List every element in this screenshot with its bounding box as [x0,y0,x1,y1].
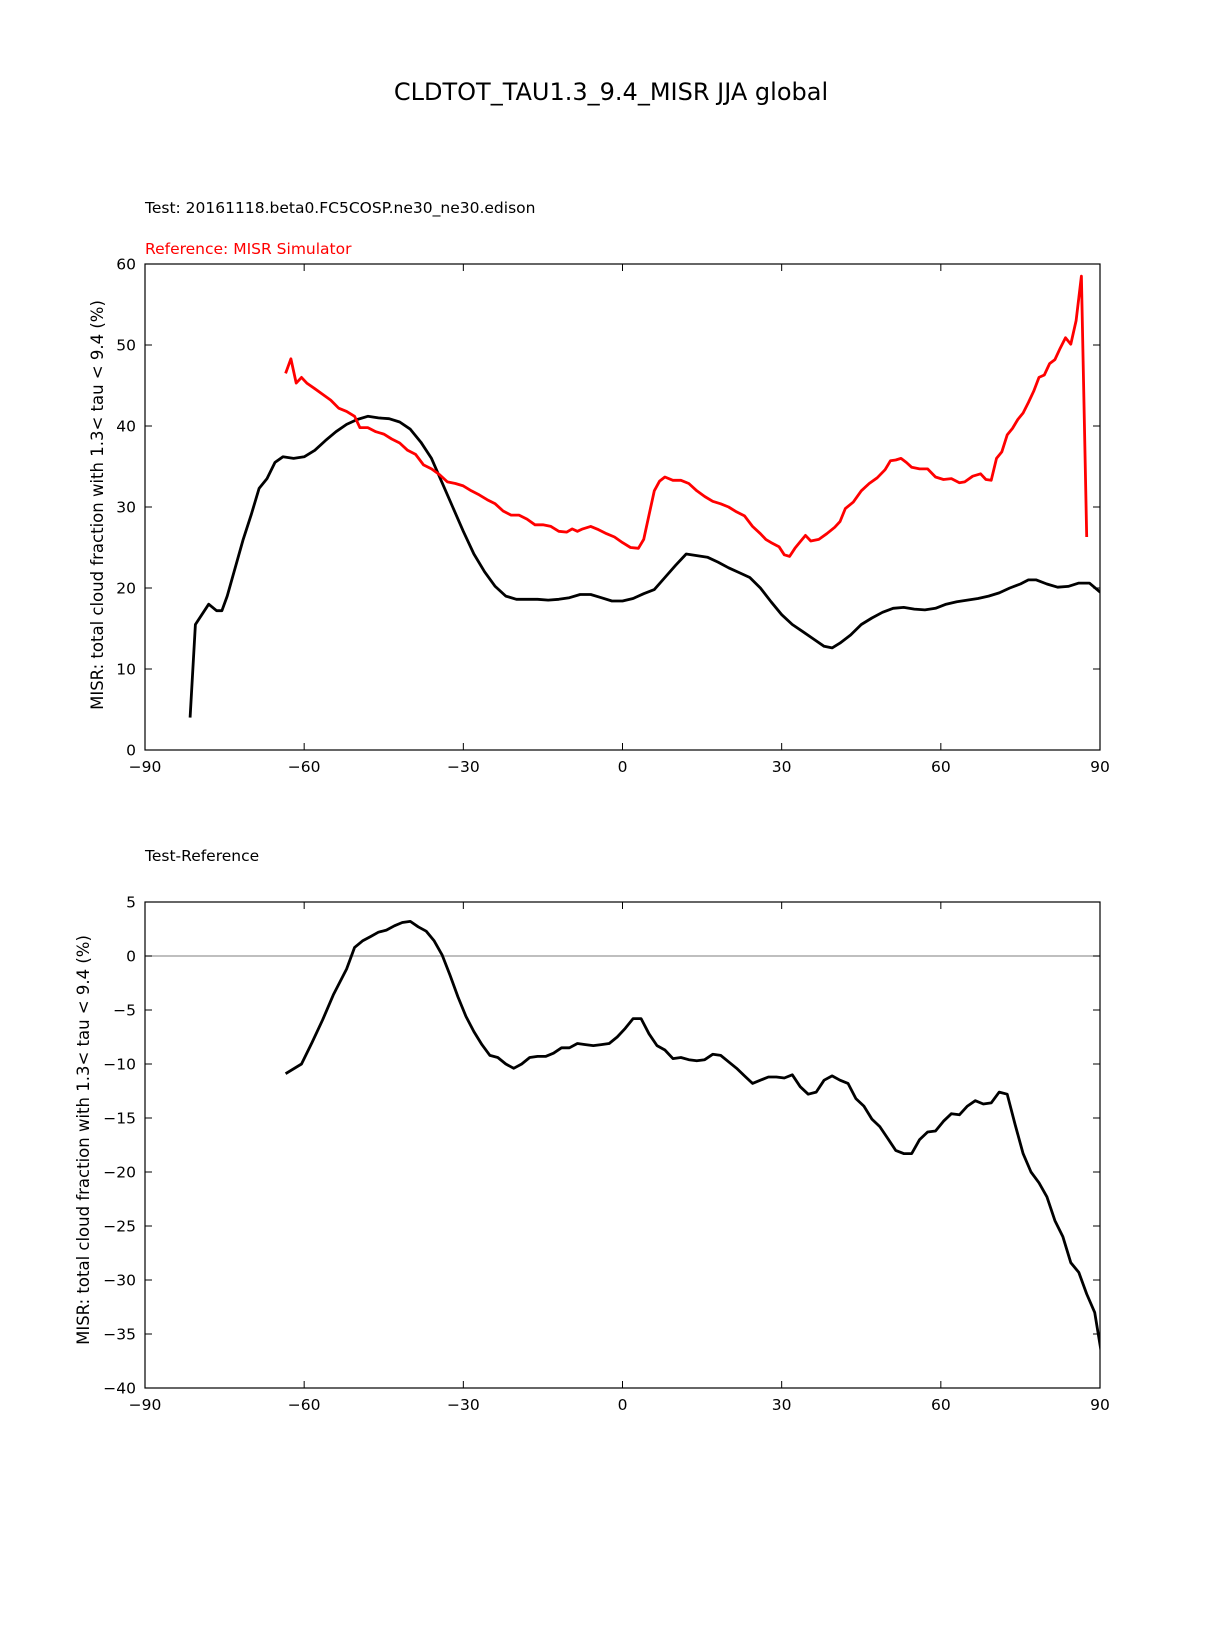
top-x-tick-label: 0 [618,758,628,776]
top-x-tick-label: −90 [129,758,162,776]
bottom-x-tick-label: −30 [447,1396,480,1414]
bottom-y-tick-label: −40 [103,1380,136,1398]
reference-label: Reference: MISR Simulator [145,240,352,258]
bottom-y-tick-label: −20 [103,1164,136,1182]
figure-title: CLDTOT_TAU1.3_9.4_MISR JJA global [394,78,828,106]
difference-title: Test-Reference [144,847,259,865]
top-y-tick-label: 20 [116,580,136,598]
top-x-tick-label: 90 [1090,758,1110,776]
top-y-tick-label: 60 [116,256,136,274]
bottom-y-tick-label: −5 [113,1002,136,1020]
test-label: Test: 20161118.beta0.FC5COSP.ne30_ne30.e… [144,199,535,218]
top-series-line-1 [188,414,1100,718]
bottom-y-tick-label: −10 [103,1056,136,1074]
bottom-y-axis-label: MISR: total cloud fraction with 1.3< tau… [74,935,93,1345]
top-y-tick-label: 0 [126,742,136,760]
bottom-y-tick-label: −30 [103,1272,136,1290]
bottom-x-tick-label: 90 [1090,1396,1110,1414]
top-x-tick-label: −60 [288,758,321,776]
top-y-tick-label: 30 [116,499,136,517]
top-series-line-2 [284,274,1089,558]
top-x-tick-label: −30 [447,758,480,776]
bottom-y-tick-label: −25 [103,1218,136,1236]
top-y-tick-label: 10 [116,661,136,679]
bottom-series-line-1 [284,920,1100,1354]
top-x-tick-label: 30 [772,758,792,776]
bottom-y-tick-label: 0 [126,948,136,966]
bottom-x-tick-label: 0 [618,1396,628,1414]
bottom-x-tick-label: −60 [288,1396,321,1414]
bottom-y-tick-label: −35 [103,1326,136,1344]
top-plot-area: −90 −60 −30 0 30 60 90 0 10 20 30 40 50 60 [116,256,1110,777]
bottom-plot-area: −90 −60 −30 0 30 60 90 5 0 −5 −10 −15 −20 −25 −30 −35 −4… [103,894,1110,1415]
top-x-tick-label: 60 [931,758,951,776]
bottom-x-tick-label: 30 [772,1396,792,1414]
top-y-tick-label: 50 [116,337,136,355]
bottom-x-tick-label: −90 [129,1396,162,1414]
bottom-y-tick-label: 5 [126,894,136,912]
top-y-tick-label: 40 [116,418,136,436]
bottom-x-tick-label: 60 [931,1396,951,1414]
bottom-y-tick-label: −15 [103,1110,136,1128]
top-y-axis-label: MISR: total cloud fraction with 1.3< tau… [88,300,107,710]
